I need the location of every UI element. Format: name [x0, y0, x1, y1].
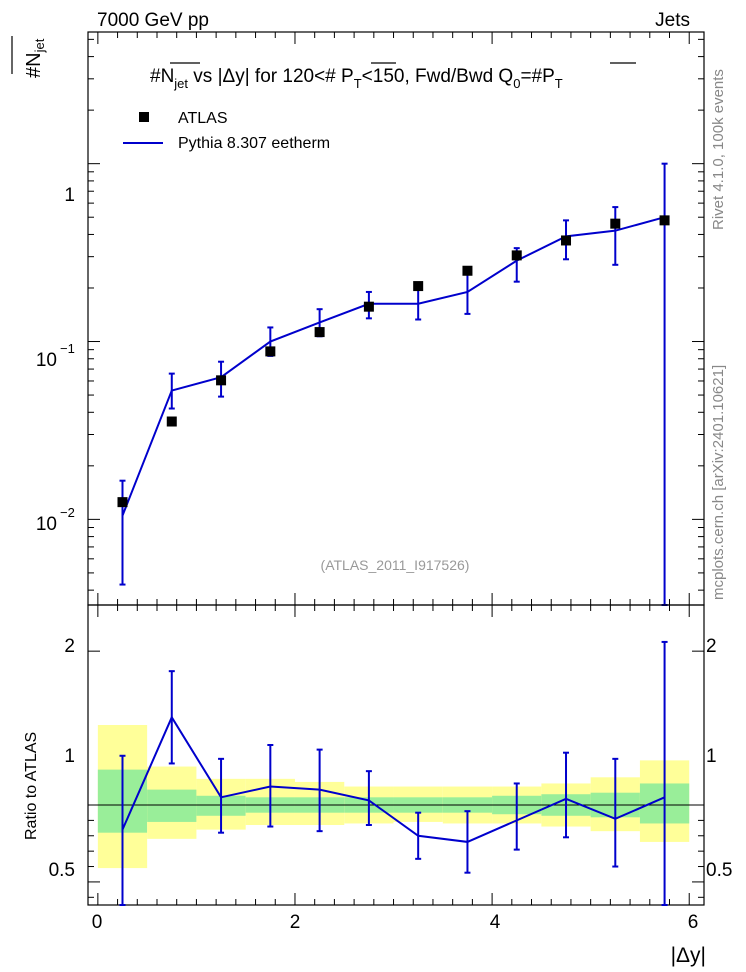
main-ylabel: #Njet: [23, 38, 47, 78]
ratio-ytick-1: 1: [64, 746, 75, 767]
ytick-label-10m2: 10: [36, 514, 57, 535]
ratio-ytick-05: 0.5: [49, 860, 75, 881]
svg-text:Rivet 4.1.0, 100k events: Rivet 4.1.0, 100k events: [710, 69, 727, 230]
ratio-ytick-2-right: 2: [706, 636, 717, 657]
atlas-point: [265, 346, 276, 357]
atlas-point: [117, 497, 128, 508]
ytick-exp-m2: −2: [60, 505, 75, 520]
mcplots-label: mcplots.cern.ch [arXiv:2401.10621]: [710, 365, 727, 600]
atlas-point: [216, 375, 227, 386]
xtick-label-2: 2: [290, 912, 301, 933]
ytick-exp-m1: −1: [60, 341, 75, 356]
atlas-point: [610, 218, 621, 229]
pythia-line: [121, 216, 665, 516]
atlas-point: [462, 265, 473, 276]
legend-atlas-label: ATLAS: [178, 110, 228, 127]
atlas-point: [561, 235, 572, 246]
main-ylabel-sub: jet: [32, 38, 47, 53]
analysis-tag: (ATLAS_2011_I917526): [321, 557, 470, 573]
ytick-label-10m1: 10: [36, 350, 57, 371]
xlabel: |Δy|: [671, 944, 706, 967]
ratio-line: [121, 715, 665, 843]
ratio-frame: [87, 604, 705, 906]
atlas-point: [413, 281, 424, 292]
rivet-label: Rivet 4.1.0, 100k events: [710, 69, 727, 230]
ratio-ylabel: Ratio to ATLAS: [23, 732, 40, 840]
legend-atlas-marker: [139, 112, 149, 122]
main-ylabel-text: #N: [23, 52, 45, 78]
atlas-point: [659, 215, 670, 226]
ratio-ytick-2: 2: [64, 636, 75, 657]
ratio-ytick-05-right: 0.5: [706, 860, 732, 881]
xtick-label-6: 6: [688, 912, 699, 933]
ratio-ytick-1-right: 1: [706, 746, 717, 767]
header-right: Jets: [655, 10, 690, 31]
header-left: 7000 GeV pp: [97, 10, 209, 31]
svg-text:mcplots.cern.ch [arXiv:2401.10: mcplots.cern.ch [arXiv:2401.10621]: [710, 365, 727, 600]
ytick-label-1: 1: [64, 185, 75, 206]
ratio-green-band: [147, 789, 197, 822]
atlas-point: [314, 327, 325, 338]
atlas-point: [166, 416, 177, 427]
xtick-label-0: 0: [92, 912, 103, 933]
atlas-point: [511, 250, 522, 261]
main-title: #Njet vs |Δy| for 120<# PT<150, Fwd/Bwd …: [150, 66, 563, 91]
svg-text:Ratio to ATLAS: Ratio to ATLAS: [23, 732, 40, 840]
xtick-label-4: 4: [490, 912, 501, 933]
atlas-point: [363, 301, 374, 312]
ratio-plot-layer: [87, 604, 705, 906]
svg-text:#Njet: #Njet: [23, 38, 47, 78]
legend-pythia-label: Pythia 8.307 eetherm: [178, 135, 330, 152]
main-plot-layer: [87, 31, 705, 606]
